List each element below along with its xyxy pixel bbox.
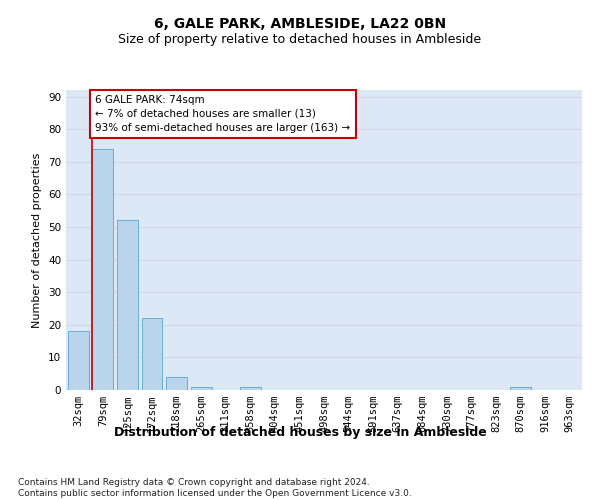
Bar <box>142 318 163 390</box>
Bar <box>92 148 113 390</box>
Text: Contains HM Land Registry data © Crown copyright and database right 2024.
Contai: Contains HM Land Registry data © Crown c… <box>18 478 412 498</box>
Text: Size of property relative to detached houses in Ambleside: Size of property relative to detached ho… <box>118 32 482 46</box>
Text: 6, GALE PARK, AMBLESIDE, LA22 0BN: 6, GALE PARK, AMBLESIDE, LA22 0BN <box>154 18 446 32</box>
Bar <box>117 220 138 390</box>
Text: Distribution of detached houses by size in Ambleside: Distribution of detached houses by size … <box>113 426 487 439</box>
Text: 6 GALE PARK: 74sqm
← 7% of detached houses are smaller (13)
93% of semi-detached: 6 GALE PARK: 74sqm ← 7% of detached hous… <box>95 95 350 133</box>
Bar <box>68 332 89 390</box>
Bar <box>191 386 212 390</box>
Bar <box>510 386 531 390</box>
Bar <box>166 377 187 390</box>
Y-axis label: Number of detached properties: Number of detached properties <box>32 152 43 328</box>
Bar <box>240 386 261 390</box>
